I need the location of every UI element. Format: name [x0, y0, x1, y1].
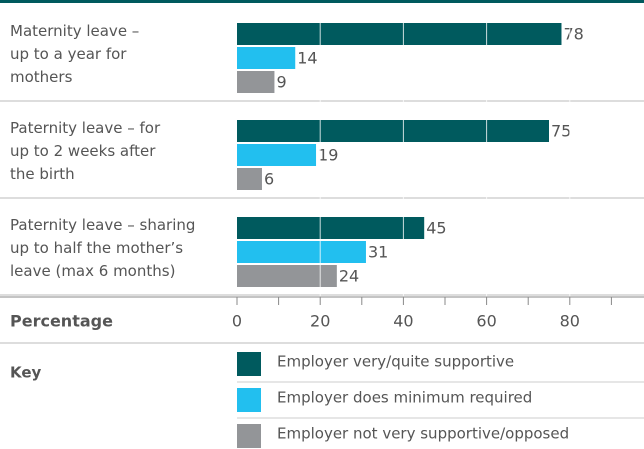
legend-title: Key: [10, 364, 42, 382]
category-label: Paternity leave – sharing up to half the…: [10, 216, 196, 280]
category-label: Paternity leave – for up to 2 weeks afte…: [10, 119, 161, 183]
bar: [237, 120, 549, 142]
x-tick-label: 40: [393, 312, 413, 331]
value-label: 6: [264, 170, 274, 189]
x-tick-label: 20: [310, 312, 330, 331]
legend-label: Employer very/quite supportive: [277, 353, 514, 371]
legend-swatch: [237, 352, 261, 376]
x-tick-label: 80: [560, 312, 580, 331]
value-label: 24: [339, 267, 359, 286]
category-label: Maternity leave – up to a year for mothe…: [10, 22, 140, 86]
bar: [237, 71, 275, 93]
value-label: 9: [276, 73, 286, 92]
x-axis-label: Percentage: [10, 312, 113, 331]
value-label: 45: [426, 219, 446, 238]
legend-swatch: [237, 424, 261, 448]
bar: [237, 144, 317, 166]
legend-swatch: [237, 388, 261, 412]
x-tick-label: 0: [232, 312, 242, 331]
legend-label: Employer not very supportive/opposed: [277, 425, 569, 443]
legend-label: Employer does minimum required: [277, 389, 532, 407]
bar: [237, 217, 425, 239]
value-label: 31: [368, 243, 388, 262]
x-tick-label: 60: [476, 312, 496, 331]
value-label: 19: [318, 146, 338, 165]
bar: [237, 47, 296, 69]
bar: [237, 168, 262, 190]
bar: [237, 241, 366, 263]
value-label: 78: [563, 25, 583, 44]
value-label: 14: [297, 49, 317, 68]
value-label: 75: [551, 122, 571, 141]
bar: [237, 23, 562, 45]
header-band: [0, 0, 644, 3]
bar: [237, 265, 337, 287]
